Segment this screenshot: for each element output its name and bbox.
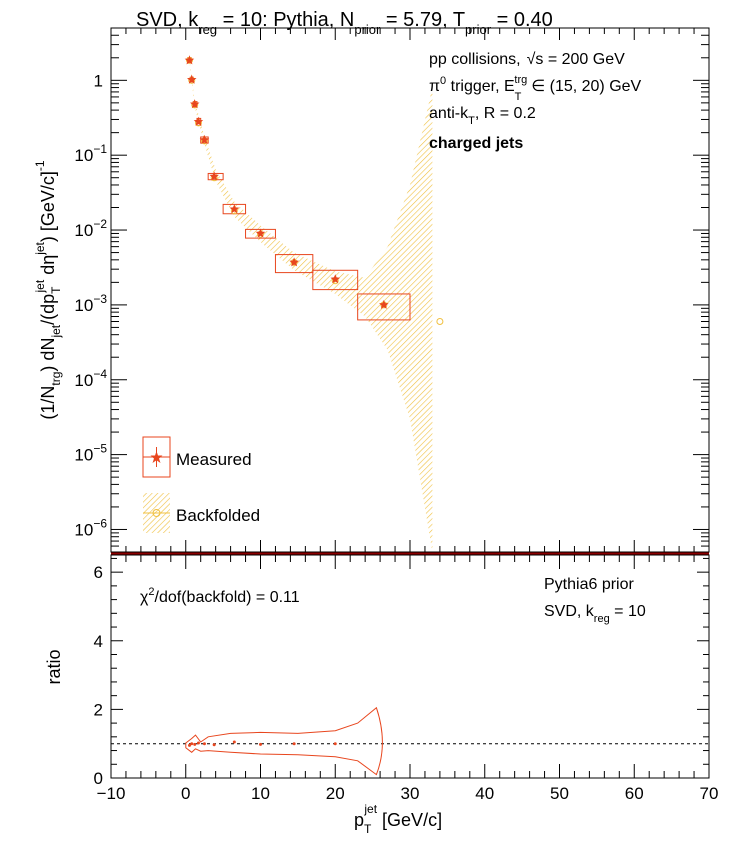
chi2-annotation: χ2/dof(backfold) = 0.11 bbox=[140, 586, 300, 606]
annotation-collisions: pp collisions, √s = 200 GeV bbox=[429, 51, 625, 68]
data-points bbox=[184, 55, 444, 326]
x-axis-title: pTjet [GeV/c] bbox=[354, 802, 442, 836]
bottom-y-tick-label-1: 2 bbox=[94, 700, 103, 719]
annotation-algorithm: anti-kT, R = 0.2 bbox=[429, 105, 536, 127]
measured-point-6 bbox=[229, 204, 240, 214]
top-y-tick-label-6: 1 bbox=[94, 71, 103, 90]
ratio-point-6 bbox=[232, 740, 236, 744]
bottom-y-tick-label-0: 0 bbox=[94, 769, 103, 788]
backfolded-band-area bbox=[189, 58, 433, 552]
prior-annotation: Pythia6 prior bbox=[544, 576, 634, 593]
measured-point-10 bbox=[379, 299, 389, 309]
bottom-x-axis: −10 0 10 20 30 40 50 60 70 bbox=[97, 555, 719, 803]
ratio-point-4 bbox=[202, 742, 206, 746]
x-tick-label-1: 0 bbox=[181, 784, 190, 803]
legend-entry-backfolded: Backfolded bbox=[143, 493, 260, 533]
top-y-tick-label-4: 10−2 bbox=[74, 217, 107, 240]
measured-point-1 bbox=[187, 74, 197, 84]
backfolded-band bbox=[189, 58, 433, 552]
measured-error-box-5 bbox=[207, 172, 224, 181]
top-y-tick-label-1: 10−5 bbox=[74, 442, 107, 465]
ratio-point-0 bbox=[187, 743, 191, 747]
x-tick-label-6: 50 bbox=[550, 784, 569, 803]
measured-point-2 bbox=[190, 99, 200, 109]
legend-entry-measured: Measured bbox=[142, 436, 252, 478]
top-y-tick-label-3: 10−3 bbox=[74, 292, 107, 315]
top-y-tick-label-0: 10−6 bbox=[74, 516, 107, 539]
x-tick-label-0: −10 bbox=[97, 784, 126, 803]
annotation-jet-type: charged jets bbox=[429, 135, 523, 152]
backfolded-point-11 bbox=[436, 318, 444, 326]
measured-point-7 bbox=[255, 228, 266, 238]
bottom-y-tick-label-2: 4 bbox=[94, 632, 103, 651]
ratio-point-1 bbox=[190, 742, 194, 746]
measured-point-4 bbox=[199, 134, 210, 144]
x-tick-label-3: 20 bbox=[326, 784, 345, 803]
measured-point-0 bbox=[184, 55, 195, 65]
x-tick-label-5: 40 bbox=[475, 784, 494, 803]
legend-label-backfolded: Backfolded bbox=[176, 506, 260, 525]
top-y-tick-label-2: 10−4 bbox=[74, 367, 107, 390]
legend: Measured Backfolded bbox=[142, 436, 260, 533]
ratio-point-8 bbox=[292, 742, 296, 746]
measured-error-box-10 bbox=[357, 293, 411, 321]
bottom-y-tick-label-3: 6 bbox=[94, 563, 103, 582]
x-tick-label-7: 60 bbox=[625, 784, 644, 803]
x-tick-label-2: 10 bbox=[251, 784, 270, 803]
measured-error-box-9 bbox=[312, 269, 359, 291]
x-tick-label-8: 70 bbox=[700, 784, 719, 803]
ratio-point-2 bbox=[193, 742, 197, 746]
ratio-envelope-outline bbox=[185, 706, 383, 776]
top-y-tick-label-5: 10−1 bbox=[74, 142, 107, 165]
top-y-axis: 10−6 10−5 10−4 10−3 10−2 10−1 1 bbox=[74, 27, 709, 553]
annotation-trigger: π0 trigger, ETtrg ∈ (15, 20) GeV bbox=[429, 74, 642, 103]
measured-point-8 bbox=[289, 257, 299, 267]
top-panel: 10−6 10−5 10−4 10−3 10−2 10−1 1 SVD, kreg = 10… bbox=[33, 9, 710, 553]
top-y-axis-title: (1/Ntrg) dNjet/(dpTjet dηjet) [GeV/c]-1 bbox=[33, 160, 63, 420]
ratio-point-3 bbox=[196, 741, 200, 745]
bottom-y-axis: 0 2 4 6 bbox=[94, 557, 709, 788]
ratio-point-5 bbox=[212, 743, 216, 747]
bottom-y-axis-title: ratio bbox=[44, 649, 64, 684]
measured-point-3 bbox=[193, 116, 204, 126]
ratio-point-7 bbox=[259, 742, 262, 746]
legend-label-measured: Measured bbox=[176, 450, 252, 469]
ratio-envelope bbox=[185, 706, 383, 776]
measured-point-9 bbox=[330, 274, 340, 284]
ratio-points bbox=[187, 740, 337, 747]
ratio-point-9 bbox=[333, 742, 337, 746]
star-marker-icon bbox=[150, 451, 163, 463]
x-tick-label-4: 30 bbox=[401, 784, 420, 803]
chart-title: SVD, kreg = 10: Pythia, Nprior = 5.79, T… bbox=[136, 9, 553, 37]
measured-point-5 bbox=[209, 171, 219, 181]
top-x-ticks bbox=[110, 28, 710, 552]
open-circle-marker-icon bbox=[152, 509, 161, 517]
svd-annotation: SVD, kreg = 10 bbox=[544, 603, 646, 625]
measured-error-box-8 bbox=[274, 254, 314, 274]
